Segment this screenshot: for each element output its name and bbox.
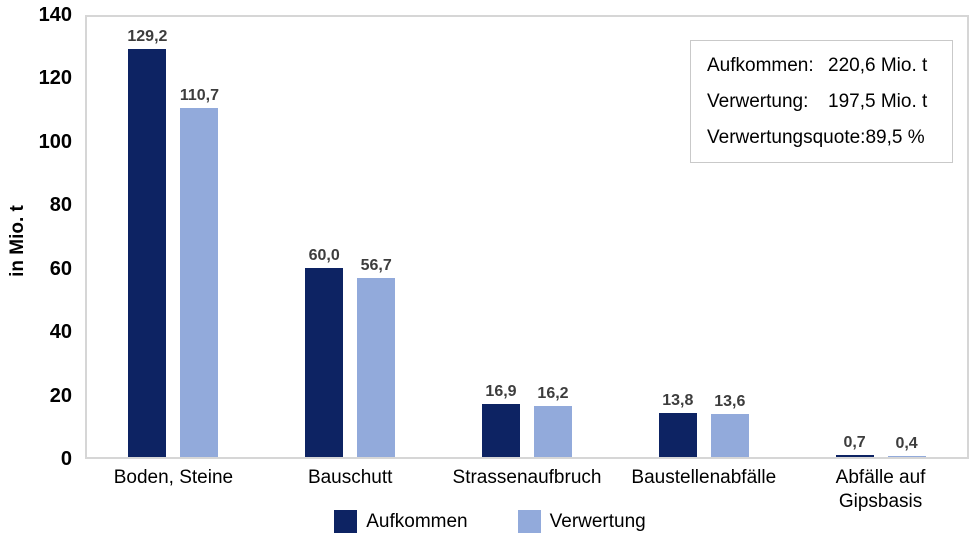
bar-group: 129,2 110,7: [85, 15, 262, 459]
bar-value-label: 0,4: [895, 434, 918, 452]
info-row: Verwertung: 197,5 Mio. t: [707, 92, 938, 111]
bar-value-label: 56,7: [360, 257, 392, 274]
y-tick-label: 80: [49, 194, 72, 217]
y-tick-label: 120: [38, 67, 72, 90]
bar-aufkommen: 16,9: [481, 383, 520, 457]
y-tick-label: 40: [49, 321, 72, 344]
info-value: 197,5 Mio. t: [828, 91, 928, 112]
bar-verwertung: 13,6: [710, 394, 749, 457]
bar-group: 60,0 56,7: [262, 15, 439, 459]
y-axis-tick-labels: 0 20 40 60 80 100 120 140: [0, 5, 72, 469]
y-tick-label: 100: [38, 130, 72, 153]
x-axis-category-labels: Boden, Steine Bauschutt Strassenaufbruch Ba…: [85, 466, 969, 514]
bar-value-label: 60,0: [308, 246, 340, 264]
info-row: Aufkommen: 220,6 Mio. t: [707, 56, 938, 75]
y-tick-label: 20: [49, 384, 72, 407]
bar-value-label: 110,7: [179, 86, 219, 104]
chart-legend: Aufkommen Verwertung: [0, 510, 980, 533]
info-row: Verwertungsquote: 89,5 %: [707, 128, 938, 147]
legend-label: Verwertung: [549, 511, 646, 532]
x-category-label: Abfälle auf Gipsbasis: [835, 467, 926, 512]
bar-value-label: 13,8: [662, 392, 694, 410]
bar-group: 16,9 16,2: [439, 15, 616, 459]
x-category-label: Bauschutt: [307, 467, 393, 488]
bar-groups: 129,2 110,7 60,0 56,7 16,9 16,2 13,8 13,6 0,7 0,4: [85, 15, 969, 459]
y-tick-label: 140: [38, 4, 72, 26]
legend-entry-aufkommen: Aufkommen: [334, 510, 468, 533]
x-category-label: Boden, Steine: [113, 467, 234, 488]
legend-swatch-icon: [334, 510, 358, 533]
info-label: Verwertungsquote:: [707, 127, 866, 148]
info-label: Verwertung:: [707, 91, 809, 112]
bar-verwertung: 110,7: [180, 87, 219, 457]
bar-value-label: 16,2: [537, 384, 569, 402]
x-category-label: Strassenaufbruch: [452, 467, 602, 488]
bar-verwertung: 16,2: [533, 385, 572, 457]
bar-value-label: 0,7: [843, 433, 866, 451]
bar-group: 0,7 0,4: [792, 15, 969, 459]
y-tick-label: 60: [49, 257, 72, 280]
bar-group: 13,8 13,6: [615, 15, 792, 459]
bar-verwertung: 0,4: [887, 435, 926, 457]
legend-entry-verwertung: Verwertung: [517, 510, 646, 533]
summary-info-box: Aufkommen: 220,6 Mio. t Verwertung: 197,5 M…: [690, 40, 953, 163]
y-tick-label: 0: [60, 448, 72, 470]
legend-swatch-icon: [517, 510, 541, 533]
x-category-label: Baustellenabfälle: [631, 467, 777, 488]
bar-value-label: 16,9: [485, 382, 517, 400]
bar-aufkommen: 0,7: [835, 434, 874, 457]
info-value: 89,5 %: [865, 127, 925, 148]
info-label: Aufkommen:: [707, 55, 814, 76]
bar-value-label: 13,6: [714, 393, 746, 411]
bar-verwertung: 56,7: [357, 258, 396, 457]
bar-value-label: 129,2: [127, 28, 168, 46]
bar-aufkommen: 13,8: [658, 393, 697, 457]
legend-label: Aufkommen: [366, 511, 468, 532]
bar-aufkommen: 129,2: [127, 29, 167, 457]
info-value: 220,6 Mio. t: [828, 55, 928, 76]
bar-aufkommen: 60,0: [305, 247, 344, 457]
